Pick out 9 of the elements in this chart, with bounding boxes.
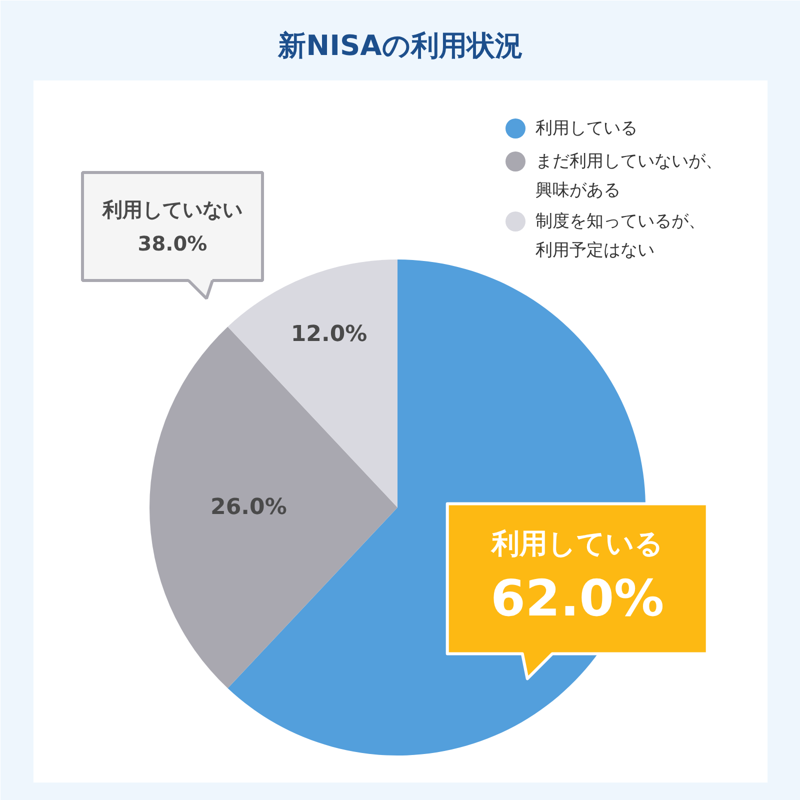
legend-label: まだ利用していないが、興味がある [536, 152, 722, 200]
chart-title: 新NISAの利用状況 [277, 29, 523, 62]
data-label: 62.0% [490, 570, 664, 628]
legend-label: 制度を知っているが、利用予定はない [536, 212, 706, 260]
slice-label: 利用している [490, 527, 664, 560]
data-label: 26.0% [210, 495, 287, 520]
data-label: 12.0% [290, 322, 368, 348]
text: 利用していない 38.0% [102, 198, 242, 256]
legend-label: 利用している [536, 118, 638, 138]
